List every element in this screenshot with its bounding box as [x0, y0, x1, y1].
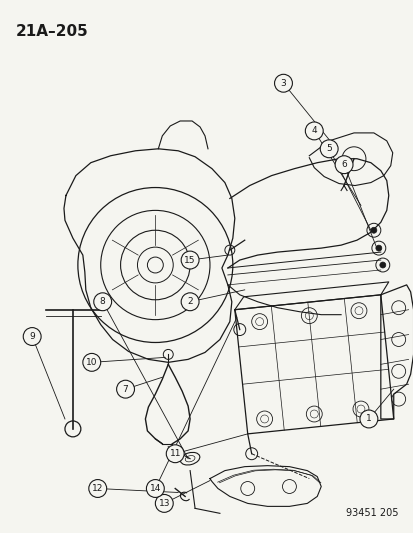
- Circle shape: [181, 293, 199, 311]
- Circle shape: [335, 156, 352, 174]
- Text: 9: 9: [29, 332, 35, 341]
- Text: 6: 6: [340, 160, 346, 169]
- Text: 7: 7: [122, 385, 128, 394]
- Text: 10: 10: [86, 358, 97, 367]
- Circle shape: [23, 328, 41, 345]
- Text: 2: 2: [187, 297, 192, 306]
- Text: 4: 4: [311, 126, 316, 135]
- Text: 93451 205: 93451 205: [345, 508, 398, 518]
- Circle shape: [375, 245, 381, 251]
- Circle shape: [116, 380, 134, 398]
- Text: 5: 5: [325, 144, 331, 154]
- Circle shape: [155, 495, 173, 512]
- Text: 15: 15: [184, 255, 195, 264]
- Text: 13: 13: [158, 499, 170, 508]
- Circle shape: [359, 410, 377, 428]
- Circle shape: [370, 227, 376, 233]
- Text: 12: 12: [92, 484, 103, 493]
- Circle shape: [274, 74, 292, 92]
- Circle shape: [181, 251, 199, 269]
- Circle shape: [166, 445, 184, 463]
- Text: 21A–205: 21A–205: [15, 23, 88, 38]
- Text: 8: 8: [100, 297, 105, 306]
- Circle shape: [93, 293, 112, 311]
- Circle shape: [320, 140, 337, 158]
- Text: 14: 14: [150, 484, 161, 493]
- Text: 1: 1: [365, 415, 371, 424]
- Circle shape: [88, 480, 107, 497]
- Circle shape: [146, 480, 164, 497]
- Circle shape: [305, 122, 323, 140]
- Circle shape: [379, 262, 385, 268]
- Text: 11: 11: [169, 449, 180, 458]
- Circle shape: [83, 353, 100, 372]
- Text: 3: 3: [280, 79, 286, 88]
